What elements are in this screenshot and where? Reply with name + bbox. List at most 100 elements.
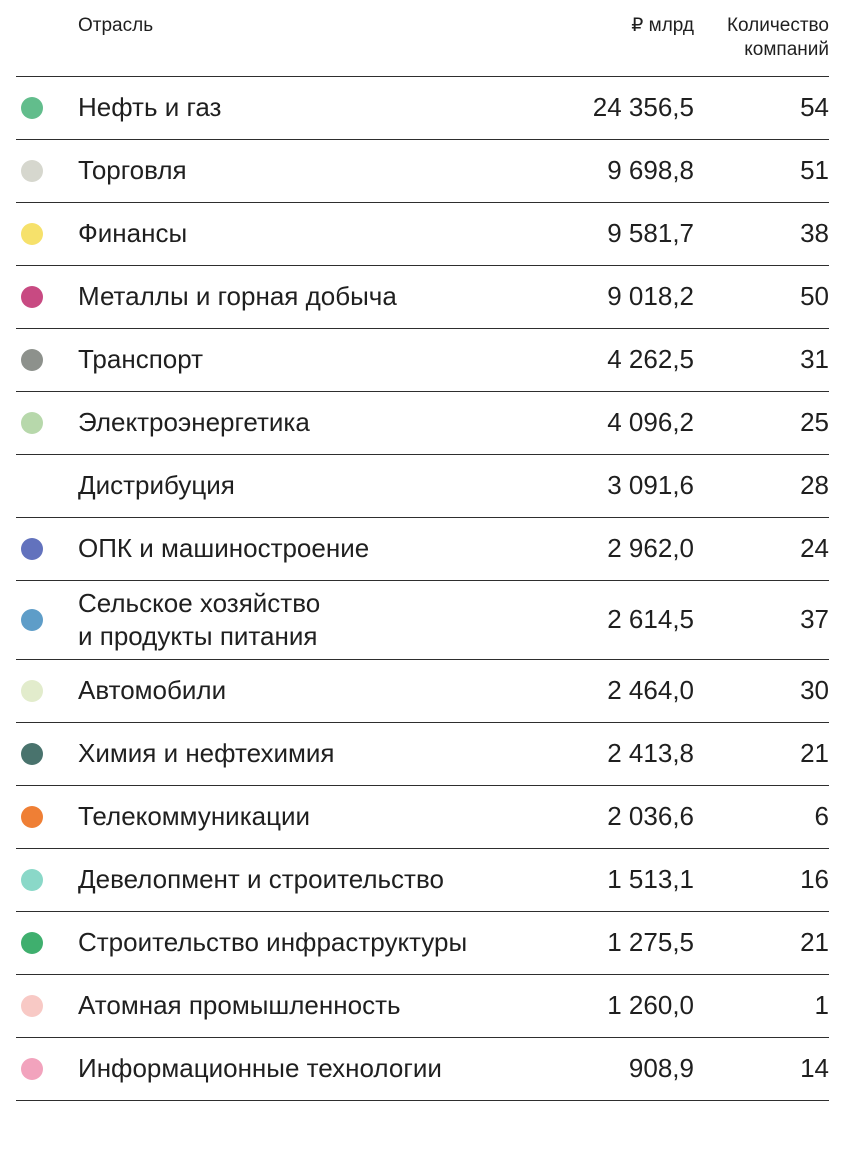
sector-count: 51 bbox=[800, 155, 829, 185]
sector-table: Отрасль ₽ млрд Количество компаний Нефть… bbox=[16, 10, 829, 1101]
sector-value: 9 018,2 bbox=[607, 281, 694, 311]
sector-count: 25 bbox=[800, 407, 829, 437]
table-row: Телекоммуникации 2 036,6 6 bbox=[16, 786, 829, 849]
sector-color-dot bbox=[21, 805, 43, 828]
sector-label: Сельское хозяйство и продукты питания bbox=[78, 587, 321, 651]
dot-cell bbox=[16, 96, 78, 119]
table-row: Металлы и горная добыча 9 018,2 50 bbox=[16, 266, 829, 329]
sector-value: 9 698,8 bbox=[607, 155, 694, 185]
dot-cell bbox=[16, 537, 78, 560]
sector-label: Дистрибуция bbox=[78, 470, 235, 500]
sector-label: Строительство инфраструктуры bbox=[78, 927, 468, 957]
dot-cell bbox=[16, 285, 78, 308]
dot-cell bbox=[16, 868, 78, 891]
table-row: Дистрибуция 3 091,6 28 bbox=[16, 455, 829, 518]
sector-count: 16 bbox=[800, 864, 829, 894]
sector-value: 3 091,6 bbox=[607, 470, 694, 500]
sector-label: Телекоммуникации bbox=[78, 801, 311, 831]
table-row: Химия и нефтехимия 2 413,8 21 bbox=[16, 723, 829, 786]
dot-cell bbox=[16, 222, 78, 245]
sector-count: 6 bbox=[814, 801, 829, 831]
table-row: Торговля 9 698,8 51 bbox=[16, 140, 829, 203]
sector-value: 1 275,5 bbox=[607, 927, 694, 957]
sector-color-dot bbox=[21, 1057, 43, 1080]
sector-color-dot bbox=[21, 96, 43, 119]
sector-label: Торговля bbox=[78, 155, 187, 185]
dot-cell bbox=[16, 1057, 78, 1080]
table-row: Информационные технологии 908,9 14 bbox=[16, 1038, 829, 1101]
sector-value: 2 036,6 bbox=[607, 801, 694, 831]
sector-color-dot bbox=[21, 285, 43, 308]
sector-value: 2 614,5 bbox=[607, 604, 694, 634]
sector-value: 908,9 bbox=[628, 1053, 694, 1083]
sector-value: 9 581,7 bbox=[607, 218, 694, 248]
sector-count: 30 bbox=[800, 675, 829, 705]
sector-label: Информационные технологии bbox=[78, 1053, 442, 1083]
table-body: Нефть и газ 24 356,5 54 Торговля 9 698,8… bbox=[16, 77, 829, 1101]
sector-value: 24 356,5 bbox=[592, 92, 694, 122]
dot-cell bbox=[16, 475, 78, 497]
dot-cell bbox=[16, 411, 78, 434]
sector-color-dot bbox=[21, 994, 43, 1017]
sector-count: 28 bbox=[800, 470, 829, 500]
dot-cell bbox=[16, 679, 78, 702]
table-row: ОПК и машиностроение 2 962,0 24 bbox=[16, 518, 829, 581]
table-row: Атомная промышленность 1 260,0 1 bbox=[16, 975, 829, 1038]
sector-count: 31 bbox=[800, 344, 829, 374]
sector-label: Металлы и горная добыча bbox=[78, 281, 397, 311]
table-row: Сельское хозяйство и продукты питания 2 … bbox=[16, 581, 829, 660]
sector-color-dot bbox=[21, 348, 43, 371]
sector-color-dot bbox=[21, 931, 43, 954]
header-count: Количество компаний bbox=[726, 15, 829, 60]
table-row: Автомобили 2 464,0 30 bbox=[16, 660, 829, 723]
dot-cell bbox=[16, 994, 78, 1017]
sector-count: 21 bbox=[800, 738, 829, 768]
sector-count: 50 bbox=[800, 281, 829, 311]
sector-label: Нефть и газ bbox=[78, 92, 222, 122]
sector-count: 54 bbox=[800, 92, 829, 122]
sector-value: 1 260,0 bbox=[607, 990, 694, 1020]
sector-label: Девелопмент и строительство bbox=[78, 864, 444, 894]
sector-label: ОПК и машиностроение bbox=[78, 533, 370, 563]
sector-label: Электроэнергетика bbox=[78, 407, 310, 437]
sector-color-dot bbox=[21, 868, 43, 891]
sector-value: 4 262,5 bbox=[607, 344, 694, 374]
dot-cell bbox=[16, 608, 78, 631]
sector-label: Химия и нефтехимия bbox=[78, 738, 335, 768]
dot-cell bbox=[16, 742, 78, 765]
sector-color-dot bbox=[21, 679, 43, 702]
sector-color-dot bbox=[21, 537, 43, 560]
sector-count: 24 bbox=[800, 533, 829, 563]
sector-color-dot bbox=[21, 742, 43, 765]
table-row: Девелопмент и строительство 1 513,1 16 bbox=[16, 849, 829, 912]
sector-color-dot bbox=[21, 411, 43, 434]
table-row: Нефть и газ 24 356,5 54 bbox=[16, 77, 829, 140]
sector-value: 2 464,0 bbox=[607, 675, 694, 705]
sector-value: 2 413,8 bbox=[607, 738, 694, 768]
sector-count: 14 bbox=[800, 1053, 829, 1083]
header-sector: Отрасль bbox=[78, 15, 154, 36]
sector-value: 4 096,2 bbox=[607, 407, 694, 437]
table-row: Электроэнергетика 4 096,2 25 bbox=[16, 392, 829, 455]
sector-count: 38 bbox=[800, 218, 829, 248]
dot-cell bbox=[16, 805, 78, 828]
sector-color-dot bbox=[21, 222, 43, 245]
sector-label: Транспорт bbox=[78, 344, 204, 374]
sector-color-dot bbox=[21, 159, 43, 182]
header-value: ₽ млрд bbox=[631, 15, 694, 36]
sector-label: Атомная промышленность bbox=[78, 990, 401, 1020]
table-header: Отрасль ₽ млрд Количество компаний bbox=[16, 10, 829, 77]
sector-value: 1 513,1 bbox=[607, 864, 694, 894]
table-row: Транспорт 4 262,5 31 bbox=[16, 329, 829, 392]
sector-count: 1 bbox=[814, 990, 829, 1020]
dot-cell bbox=[16, 159, 78, 182]
sector-count: 21 bbox=[800, 927, 829, 957]
table-row: Строительство инфраструктуры 1 275,5 21 bbox=[16, 912, 829, 975]
dot-cell bbox=[16, 348, 78, 371]
dot-cell bbox=[16, 931, 78, 954]
sector-count: 37 bbox=[800, 604, 829, 634]
sector-color-dot bbox=[21, 608, 43, 631]
sector-label: Финансы bbox=[78, 218, 188, 248]
table-row: Финансы 9 581,7 38 bbox=[16, 203, 829, 266]
sector-label: Автомобили bbox=[78, 675, 227, 705]
